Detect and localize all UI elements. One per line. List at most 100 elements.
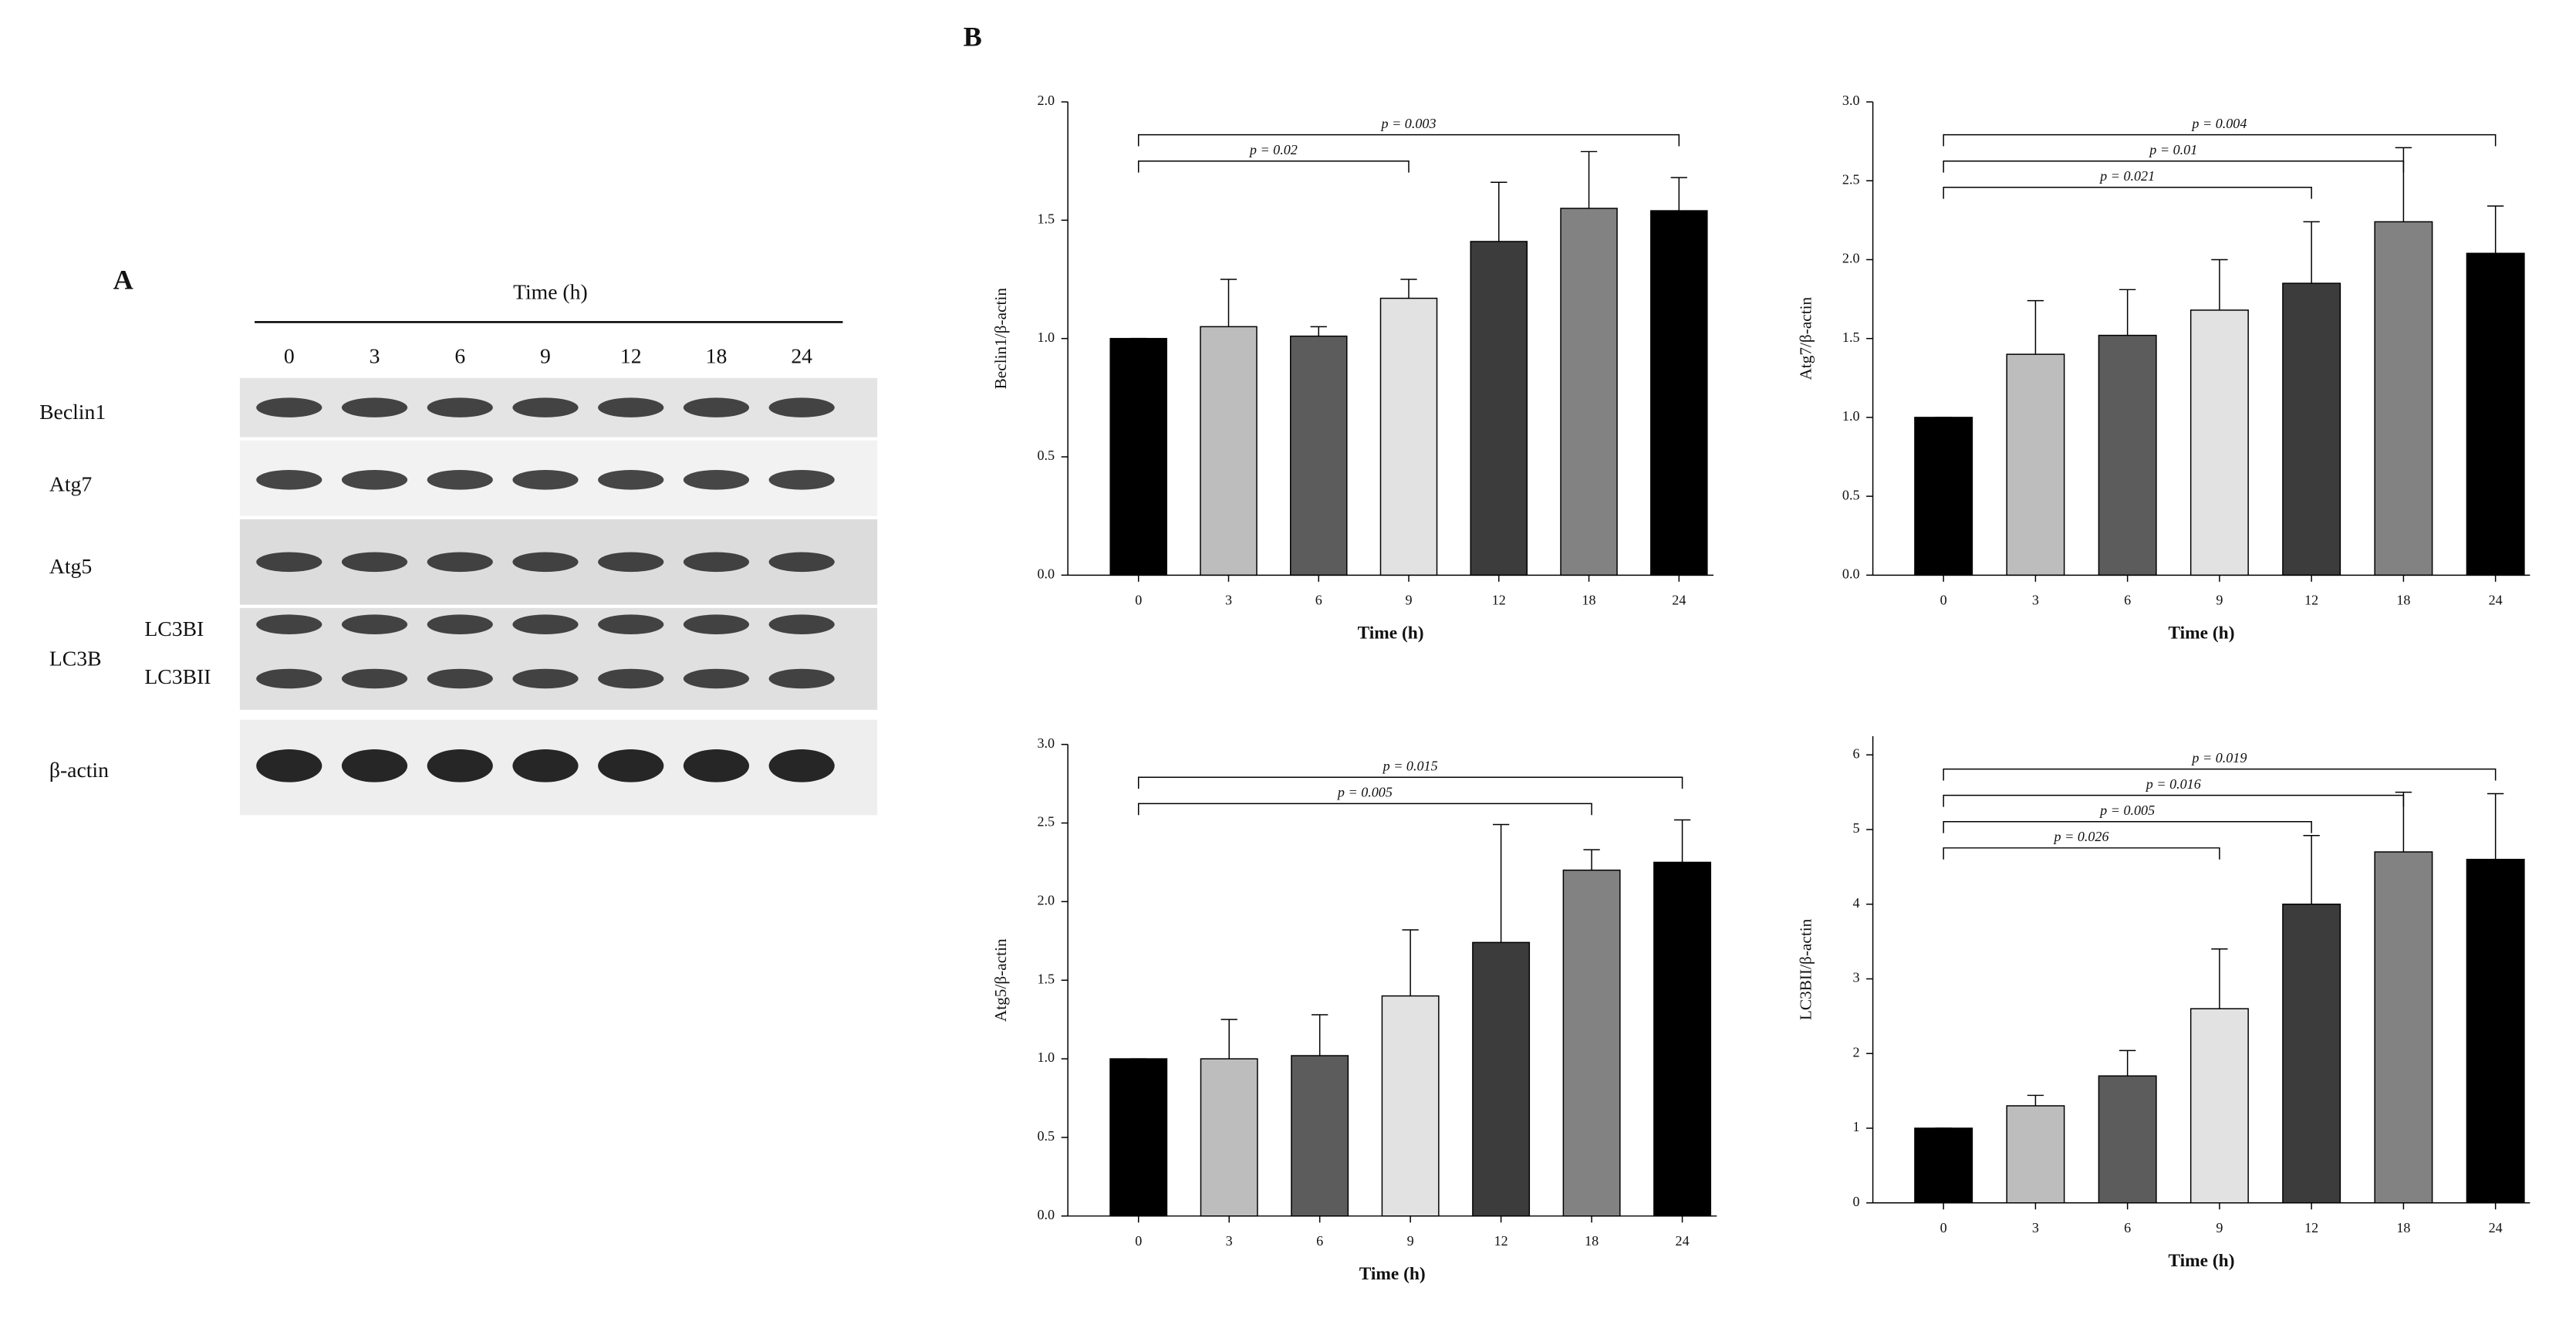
x-tick-label: 24: [1676, 1233, 1690, 1249]
bar: [1291, 1055, 1349, 1217]
significance-bracket: [1943, 820, 2312, 833]
bar: [1560, 208, 1618, 576]
error-bar: [1673, 819, 1691, 863]
sub-row-label: LC3BII: [144, 664, 211, 688]
band: [598, 614, 664, 634]
error-bar: [2027, 299, 2044, 355]
bar: [1914, 417, 1973, 576]
error-bar: [2303, 834, 2320, 904]
band: [256, 668, 322, 689]
band: [683, 614, 750, 634]
error-bar: [1580, 150, 1598, 209]
error-bar: [2119, 289, 2136, 336]
band: [683, 749, 750, 782]
band: [768, 470, 835, 490]
y-axis-title: Atg7/β-actin: [1796, 296, 1815, 380]
significance-bracket: [1137, 803, 1592, 816]
y-tick-label: 2.0: [1842, 251, 1860, 266]
band: [598, 397, 664, 417]
x-tick-label: 12: [2304, 1220, 2318, 1235]
p-value-label: p = 0.016: [2145, 776, 2201, 792]
p-value-label: p = 0.01: [2148, 142, 2197, 157]
bar: [2006, 1105, 2065, 1204]
y-tick-label: 0.5: [1842, 487, 1860, 502]
row-label: Atg7: [49, 472, 93, 496]
y-tick-label: 2.0: [1037, 893, 1055, 908]
x-tick-label: 12: [1492, 593, 1506, 608]
bar: [1379, 297, 1438, 576]
y-tick-label: 3.0: [1037, 735, 1055, 751]
y-tick-label: 2.0: [1037, 93, 1055, 108]
error-bar: [2027, 1094, 2044, 1106]
bar: [2282, 282, 2341, 576]
band: [512, 552, 579, 573]
p-value-label: p = 0.004: [2190, 116, 2247, 131]
y-tick-label: 0.0: [1037, 1207, 1055, 1222]
lane-label: 6: [454, 344, 465, 368]
p-value-label: p = 0.021: [2098, 168, 2155, 184]
error-bar: [2487, 205, 2504, 254]
significance-bracket: [1943, 768, 2497, 781]
significance-bracket: [1137, 134, 1680, 147]
band: [768, 397, 835, 417]
error-bar: [1400, 279, 1417, 299]
band: [256, 552, 322, 573]
y-tick-label: 2: [1853, 1044, 1860, 1060]
bar: [2098, 1075, 2157, 1204]
bar: [1289, 335, 1348, 576]
band: [768, 749, 835, 782]
significance-bracket: [1137, 160, 1410, 173]
y-tick-label: 1.0: [1037, 330, 1055, 345]
band: [341, 749, 408, 782]
x-tick-label: 3: [2032, 1220, 2039, 1235]
band: [512, 470, 579, 490]
band: [768, 668, 835, 689]
x-tick-label: 24: [2489, 1220, 2503, 1235]
y-tick-label: 6: [1853, 745, 1860, 761]
band: [341, 668, 408, 689]
lane-label: 24: [791, 344, 812, 368]
x-tick-label: 6: [1316, 1233, 1323, 1249]
band: [598, 470, 664, 490]
bar: [1653, 861, 1712, 1217]
y-tick-label: 3.0: [1842, 93, 1860, 108]
error-bar: [2303, 221, 2320, 284]
band: [512, 749, 579, 782]
error-bar: [1220, 1019, 1237, 1060]
y-tick-label: 1.0: [1037, 1049, 1055, 1065]
x-axis-title: Time (h): [1359, 1264, 1426, 1284]
band: [427, 749, 493, 782]
time-label: Time (h): [513, 280, 588, 304]
error-bar: [2211, 259, 2228, 310]
bar: [2374, 851, 2433, 1204]
band: [512, 614, 579, 634]
bar: [1200, 326, 1258, 576]
y-tick-label: 5: [1853, 820, 1860, 836]
error-bar: [2119, 1049, 2136, 1076]
bar: [1650, 210, 1708, 576]
error-bar: [1492, 823, 1510, 943]
bar: [1914, 1127, 1973, 1204]
x-axis-title: Time (h): [1358, 623, 1424, 643]
y-tick-label: 1.5: [1842, 330, 1860, 345]
x-axis-title: Time (h): [2168, 1251, 2234, 1271]
significance-bracket: [1943, 847, 2220, 860]
x-tick-label: 0: [1135, 1233, 1142, 1249]
band: [768, 614, 835, 634]
bar: [2466, 858, 2525, 1204]
p-value-label: p = 0.003: [1380, 116, 1437, 131]
lane-label: 0: [284, 344, 295, 368]
x-tick-label: 6: [2124, 593, 2131, 608]
significance-bracket: [1943, 794, 2405, 807]
x-tick-label: 3: [1226, 1233, 1233, 1249]
sub-row-label: LC3BI: [144, 617, 204, 640]
band: [256, 470, 322, 490]
band: [427, 470, 493, 490]
x-tick-label: 12: [2304, 593, 2318, 608]
y-tick-label: 4: [1853, 895, 1860, 911]
bar: [2189, 1008, 2249, 1204]
significance-bracket: [1943, 134, 2497, 147]
y-axis-title: LC3BII/β-actin: [1796, 918, 1815, 1020]
bar: [1381, 995, 1440, 1217]
